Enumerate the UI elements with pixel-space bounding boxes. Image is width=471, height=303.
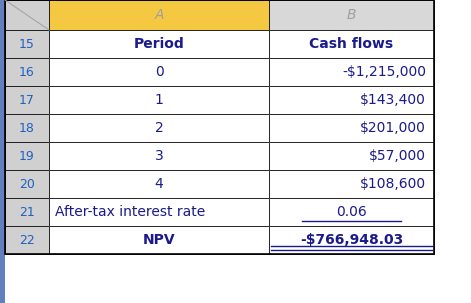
Bar <box>49 226 269 254</box>
Text: 18: 18 <box>19 122 35 135</box>
Bar <box>49 198 269 226</box>
Bar <box>5 0 49 30</box>
Bar <box>5 86 49 114</box>
Bar <box>269 0 434 30</box>
Bar <box>49 114 269 142</box>
Bar <box>49 0 269 30</box>
Text: 2: 2 <box>154 121 163 135</box>
Bar <box>269 226 434 254</box>
Bar <box>269 86 434 114</box>
Bar <box>269 58 434 86</box>
Bar <box>269 86 434 114</box>
Text: 0.06: 0.06 <box>336 205 367 219</box>
Bar <box>5 142 49 170</box>
Bar <box>49 170 269 198</box>
Text: -$766,948.03: -$766,948.03 <box>300 233 403 247</box>
Bar <box>5 198 49 226</box>
Text: 20: 20 <box>19 178 35 191</box>
Bar <box>5 198 49 226</box>
Bar <box>269 198 434 226</box>
Text: A: A <box>154 8 164 22</box>
Bar <box>5 226 49 254</box>
Bar <box>269 58 434 86</box>
Bar <box>269 114 434 142</box>
Text: 16: 16 <box>19 65 35 78</box>
Text: -$1,215,000: -$1,215,000 <box>342 65 426 79</box>
Bar <box>269 142 434 170</box>
Text: $201,000: $201,000 <box>360 121 426 135</box>
Bar <box>49 58 269 86</box>
Bar <box>5 58 49 86</box>
Bar <box>49 86 269 114</box>
Bar <box>5 114 49 142</box>
Text: 17: 17 <box>19 94 35 106</box>
Bar <box>5 0 434 254</box>
Text: 3: 3 <box>154 149 163 163</box>
Text: 0: 0 <box>154 65 163 79</box>
Bar <box>49 30 269 58</box>
Bar <box>269 30 434 58</box>
Text: $143,400: $143,400 <box>360 93 426 107</box>
Bar <box>49 142 269 170</box>
Bar <box>0 0 5 303</box>
Text: 21: 21 <box>19 205 35 218</box>
Text: 1: 1 <box>154 93 163 107</box>
Bar <box>269 226 434 254</box>
Bar <box>269 170 434 198</box>
Bar <box>5 30 49 58</box>
Bar <box>269 114 434 142</box>
Bar <box>5 0 49 30</box>
Bar <box>49 170 269 198</box>
Bar <box>49 226 269 254</box>
Bar <box>269 0 434 30</box>
Text: Cash flows: Cash flows <box>309 37 394 51</box>
Bar <box>49 58 269 86</box>
Text: 19: 19 <box>19 149 35 162</box>
Text: 15: 15 <box>19 38 35 51</box>
Text: NPV: NPV <box>143 233 175 247</box>
Text: $108,600: $108,600 <box>360 177 426 191</box>
Bar <box>49 0 269 30</box>
Bar <box>5 30 49 58</box>
Bar <box>49 114 269 142</box>
Bar <box>49 142 269 170</box>
Bar <box>269 142 434 170</box>
Bar <box>5 114 49 142</box>
Bar <box>5 170 49 198</box>
Text: 22: 22 <box>19 234 35 247</box>
Bar <box>5 170 49 198</box>
Text: Period: Period <box>134 37 184 51</box>
Bar <box>49 198 269 226</box>
Text: 4: 4 <box>154 177 163 191</box>
Text: B: B <box>347 8 356 22</box>
Bar <box>5 86 49 114</box>
Bar <box>5 58 49 86</box>
Bar <box>5 142 49 170</box>
Bar <box>269 30 434 58</box>
Bar <box>269 198 434 226</box>
Bar <box>49 86 269 114</box>
Text: $57,000: $57,000 <box>369 149 426 163</box>
Bar <box>269 170 434 198</box>
Bar <box>49 30 269 58</box>
Bar <box>5 226 49 254</box>
Text: After-tax interest rate: After-tax interest rate <box>55 205 205 219</box>
